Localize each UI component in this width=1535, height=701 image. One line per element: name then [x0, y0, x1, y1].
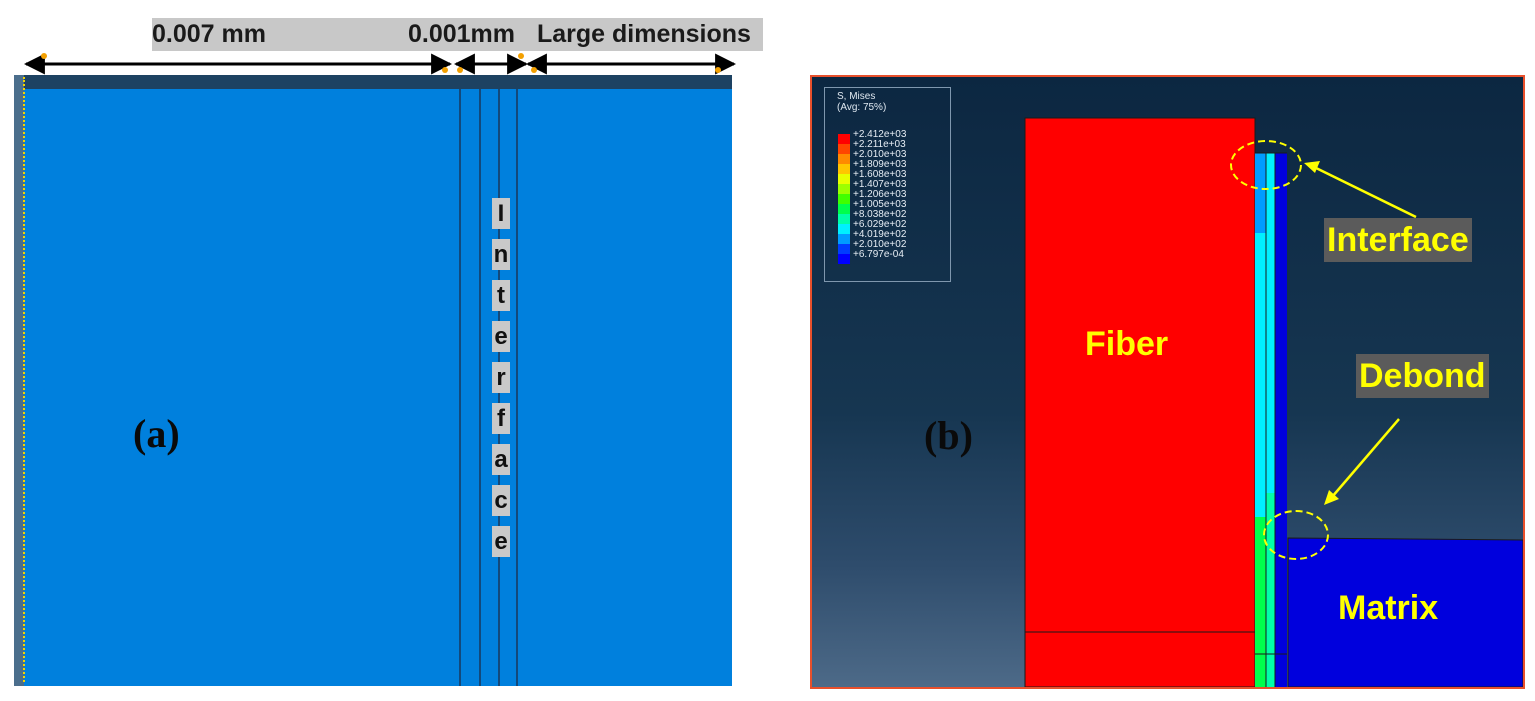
arrow-tip-dot — [41, 53, 47, 59]
legend-swatch — [838, 244, 850, 254]
interface-strip-lower — [1255, 517, 1266, 687]
arrow-tip-dot — [518, 53, 524, 59]
interface-letter: c — [492, 485, 510, 516]
debond-label: Debond — [1356, 354, 1489, 398]
legend-value: +2.010e+03 — [853, 149, 907, 160]
legend-swatch — [838, 164, 850, 174]
legend-swatch — [838, 174, 850, 184]
dimension-text-right: Large dimensions — [537, 20, 751, 48]
legend-swatch — [838, 194, 850, 204]
panel-b: S, Mises (Avg: 75%) +2.412e+03 +2.211e+0… — [810, 75, 1525, 689]
legend-value: +2.211e+03 — [853, 139, 906, 150]
contour-plot — [1024, 117, 1523, 687]
matrix-region — [1287, 537, 1523, 687]
interface-label: Interface — [1324, 218, 1472, 262]
arrow-tip-dot — [531, 67, 537, 73]
dimension-arrows — [23, 53, 737, 75]
legend-value: +2.412e+03 — [853, 129, 907, 140]
legend-value: +1.407e+03 — [853, 179, 907, 190]
legend-swatch — [838, 254, 850, 264]
dimension-text-left: 0.007 mm — [152, 20, 266, 48]
panel-letter-a: (a) — [133, 411, 180, 456]
interface-arrowhead — [1304, 161, 1320, 173]
legend-subtitle: (Avg: 75%) — [837, 102, 887, 113]
dimension-label-middle: 0.001mm — [408, 18, 533, 51]
mesh-line — [516, 89, 518, 686]
legend-swatch — [838, 184, 850, 194]
mesh-line — [479, 89, 481, 686]
interface-letter: e — [492, 526, 510, 557]
legend-value: +1.005e+03 — [853, 199, 907, 210]
interface-strip-upper — [1255, 153, 1266, 233]
dimension-label-left: 0.007 mm — [152, 18, 446, 51]
legend-swatch — [838, 214, 850, 224]
mesh-region-a: I n t e r f a c e (a) — [14, 75, 732, 686]
legend-swatch — [838, 234, 850, 244]
matrix-label: Matrix — [1338, 589, 1439, 627]
legend-value: +1.608e+03 — [853, 169, 907, 180]
mesh-line — [459, 89, 461, 686]
dimension-label-right: Large dimensions — [533, 18, 763, 51]
fiber-label: Fiber — [1085, 325, 1169, 363]
legend-swatch — [838, 144, 850, 154]
legend-swatch — [838, 154, 850, 164]
legend-value: +6.797e-04 — [853, 249, 904, 260]
arrow-tip-dot — [442, 67, 448, 73]
stress-legend: S, Mises (Avg: 75%) +2.412e+03 +2.211e+0… — [824, 87, 951, 282]
symmetry-boundary-line — [23, 77, 25, 682]
interface-letter: f — [492, 403, 510, 434]
interface-strip-middle — [1255, 233, 1266, 517]
arrow-tip-dot — [715, 67, 721, 73]
interface-letter: t — [492, 280, 510, 311]
debond-arrow — [1331, 418, 1400, 498]
interface-strip-mid-column-lower — [1266, 493, 1275, 687]
interface-letter: r — [492, 362, 510, 393]
legend-swatch — [838, 134, 850, 144]
debond-highlight-circle — [1263, 510, 1329, 560]
interface-letter: I — [492, 198, 510, 229]
legend-value: +4.019e+02 — [853, 229, 907, 240]
top-boundary-strip — [14, 75, 732, 89]
legend-title: S, Mises — [837, 91, 876, 102]
legend-swatch — [838, 204, 850, 214]
legend-swatch — [838, 224, 850, 234]
legend-value: +8.038e+02 — [853, 209, 907, 220]
legend-value: +2.010e+02 — [853, 239, 907, 250]
interface-letter: a — [492, 444, 510, 475]
interface-strip-mid-column — [1266, 153, 1275, 493]
interface-arrow — [1313, 165, 1417, 219]
interface-strip-outer — [1275, 153, 1287, 687]
legend-value: +6.029e+02 — [853, 219, 907, 230]
panel-letter-b: (b) — [924, 413, 973, 458]
arrow-tip-dot — [457, 67, 463, 73]
interface-highlight-circle — [1230, 140, 1302, 190]
left-boundary-strip — [14, 75, 24, 686]
legend-value: +1.809e+03 — [853, 159, 907, 170]
debond-arrowhead — [1324, 490, 1339, 505]
interface-letter: n — [492, 239, 510, 270]
fiber-region — [1024, 117, 1256, 687]
legend-value: +1.206e+03 — [853, 189, 907, 200]
dimension-text-middle: 0.001mm — [408, 20, 516, 48]
interface-letter: e — [492, 321, 510, 352]
